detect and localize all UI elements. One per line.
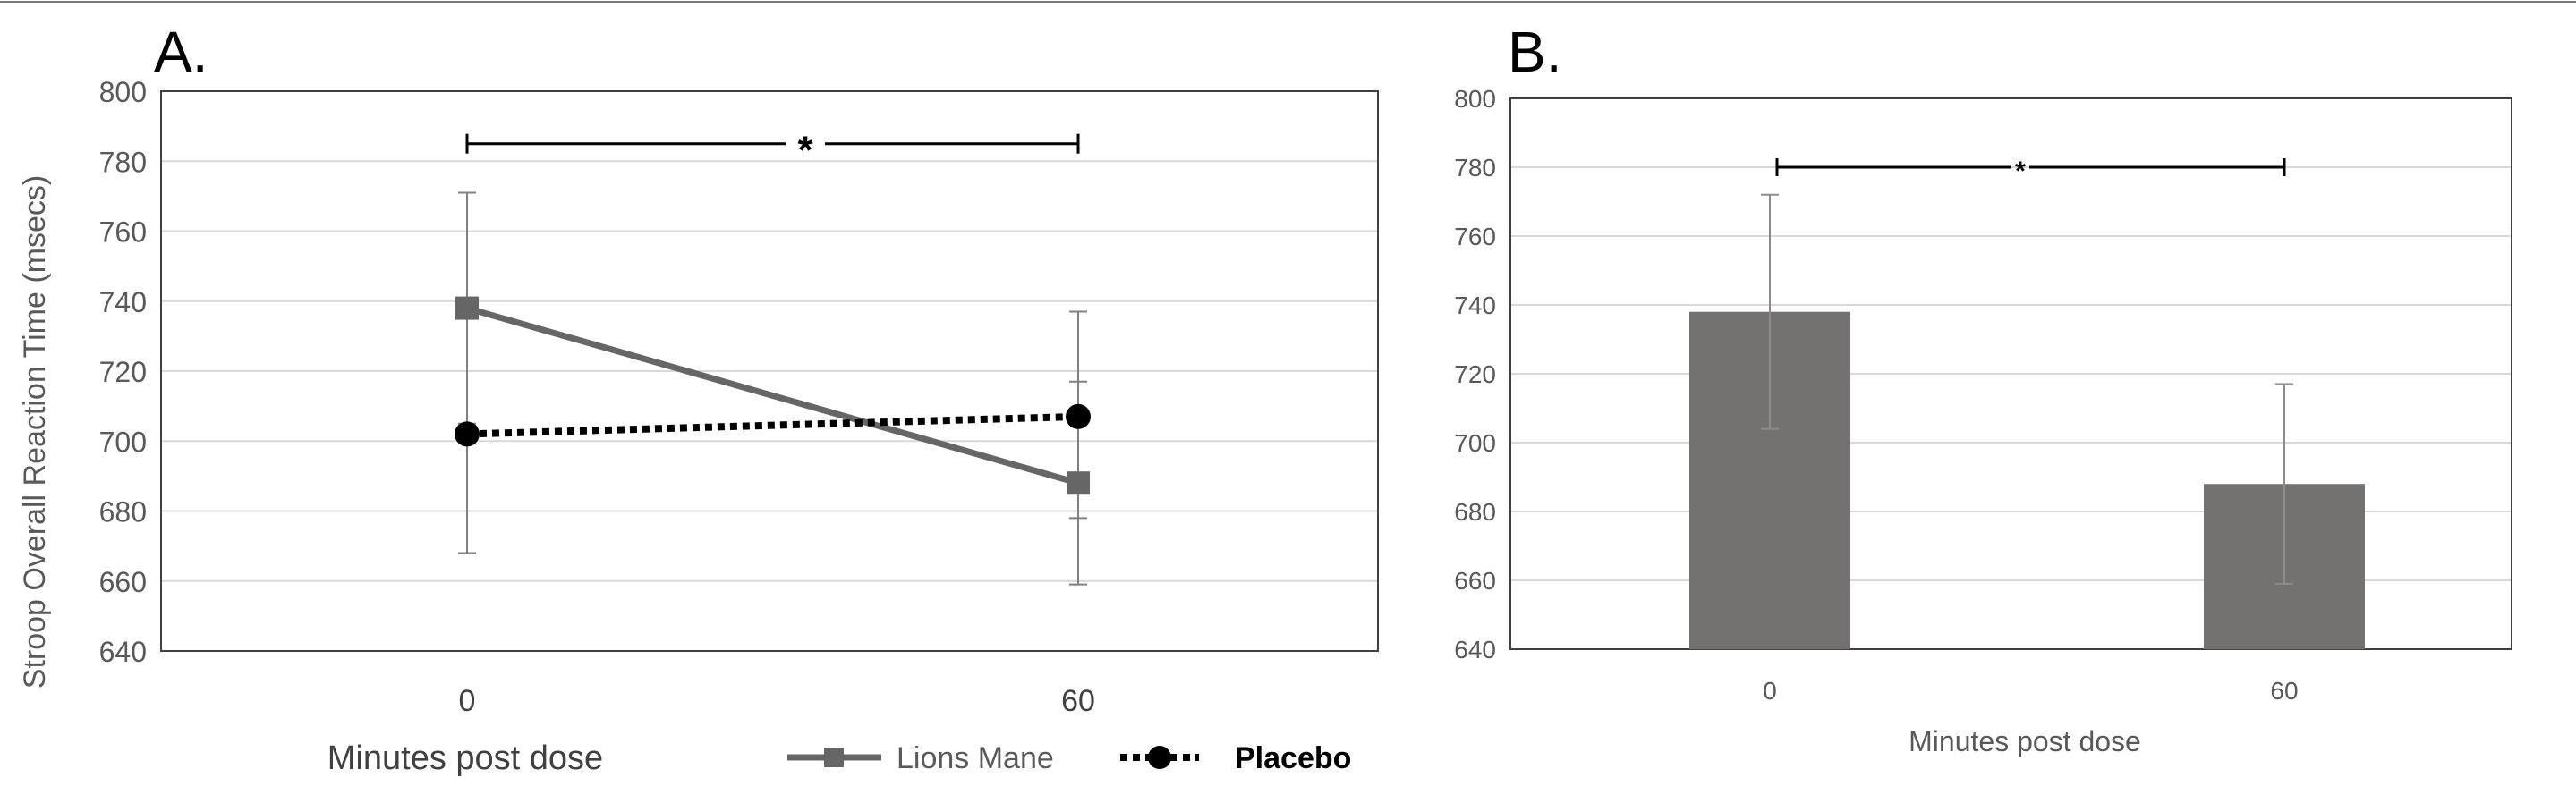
panel-a-y-tick-label: 640 — [99, 636, 147, 668]
legend-lions-mane-label: Lions Mane — [897, 741, 1054, 775]
panel-a-y-tick-label: 660 — [99, 566, 147, 598]
panel-a-y-tick-label: 680 — [99, 496, 147, 528]
panel-b-y-tick-label: 800 — [1454, 85, 1496, 113]
point-placebo — [455, 421, 480, 447]
panel-a-y-tick-label: 740 — [99, 286, 147, 318]
panel-b-y-tick-label: 740 — [1454, 292, 1496, 319]
panel-a-y-axis-title: Stroop Overall Reaction Time (msecs) — [18, 175, 52, 689]
panel-b-y-tick-label: 680 — [1454, 498, 1496, 526]
panel-a-plot: 640 660 680 700 720 740 760 780 800 0 60 * — [99, 76, 1379, 718]
legend-placebo-marker — [1148, 746, 1171, 769]
panel-b-x-tick-label: 0 — [1763, 677, 1777, 705]
panel-a-y-tick-label: 760 — [99, 216, 147, 249]
panel-a-legend: Lions Mane Placebo — [787, 741, 1351, 775]
panel-b-y-tick-label: 700 — [1454, 429, 1496, 457]
panel-a-label: A. — [154, 20, 208, 84]
panel-b-y-tick-label: 760 — [1454, 223, 1496, 250]
panel-a-x-tick-label: 60 — [1061, 684, 1095, 718]
point-placebo — [1066, 403, 1091, 429]
panel-b-y-tick-label: 640 — [1454, 636, 1496, 664]
panel-b-plot-frame — [1509, 97, 2512, 650]
point-lions-mane — [455, 296, 479, 320]
series-line-lions-mane — [466, 305, 1079, 486]
panel-a-y-tick-label: 800 — [99, 76, 147, 108]
panel-a-y-tick-label: 780 — [99, 146, 147, 178]
panel-a-significance-star: * — [797, 129, 813, 173]
panel-a-y-tick-label: 700 — [99, 426, 147, 458]
series-line-placebo — [466, 412, 1079, 438]
panel-b-y-tick-label: 720 — [1454, 360, 1496, 388]
panel-a-x-tick-label: 0 — [459, 684, 476, 718]
panel-a-x-axis-title: Minutes post dose — [327, 740, 603, 777]
panel-b-y-tick-label: 660 — [1454, 567, 1496, 595]
point-lions-mane — [1067, 471, 1090, 495]
panel-b-x-axis-title: Minutes post dose — [1909, 725, 2141, 757]
legend-placebo-label: Placebo — [1235, 741, 1351, 775]
panel-b-y-tick-label: 780 — [1454, 154, 1496, 182]
panel-b-label: B. — [1508, 20, 1561, 84]
panel-b-x-tick-label: 60 — [2270, 677, 2298, 705]
panel-b-significance-star: * — [2015, 156, 2026, 186]
panel-a-y-tick-label: 720 — [99, 356, 147, 388]
legend-lions-mane-marker — [824, 748, 844, 767]
panel-b-plot: 640 660 680 700 720 740 760 780 800 0 60 * — [1454, 85, 2512, 705]
panel-a-plot-frame — [160, 90, 1379, 652]
